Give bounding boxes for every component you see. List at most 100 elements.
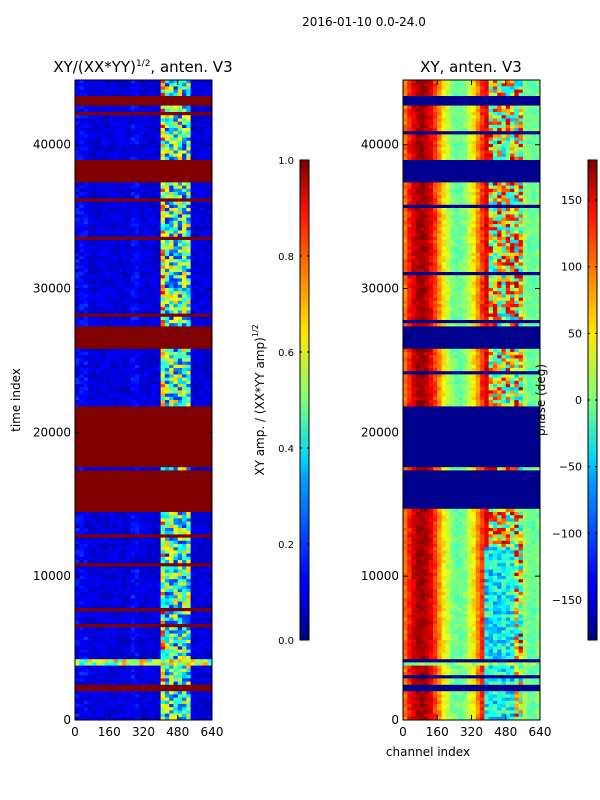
- heat-cell: [100, 649, 106, 654]
- heat-cell: [96, 240, 102, 244]
- heat-cell: [79, 211, 85, 215]
- heat-cell: [100, 252, 106, 257]
- heat-cell: [199, 675, 205, 679]
- heat-cell: [87, 585, 93, 590]
- heat-cell: [83, 710, 89, 715]
- heat-cell: [96, 550, 102, 555]
- heat-cell: [190, 80, 196, 84]
- heat-cell: [186, 716, 192, 720]
- heat-cell: [87, 659, 93, 663]
- heat-cell: [100, 646, 106, 651]
- heat-cell: [194, 531, 200, 535]
- heat-cell: [100, 524, 106, 529]
- heat-cell: [152, 217, 157, 222]
- heat-cell: [100, 588, 106, 593]
- heat-cell: [126, 659, 132, 663]
- heat-cell: [143, 310, 149, 315]
- heat-cell: [160, 89, 166, 94]
- heat-cell: [177, 320, 183, 324]
- heat-cell: [152, 240, 157, 244]
- heat-cell: [484, 112, 490, 116]
- heat-cell: [75, 240, 80, 244]
- heat-cell: [147, 268, 153, 273]
- heat-cell: [160, 153, 166, 158]
- heat-cell: [79, 556, 85, 561]
- heat-cell: [113, 105, 119, 110]
- heat-cell: [190, 307, 196, 311]
- heat-cell: [109, 678, 115, 683]
- heat-cell: [182, 288, 187, 292]
- heat-cell: [130, 265, 136, 270]
- heat-cell: [194, 652, 200, 657]
- heat-cell: [143, 569, 149, 574]
- heat-cell: [186, 185, 192, 190]
- heat-cell: [152, 147, 157, 151]
- heat-cell: [194, 601, 200, 606]
- heat-cell: [122, 544, 127, 548]
- heat-cell: [203, 192, 209, 196]
- heat-cell: [96, 716, 102, 720]
- heat-cell: [156, 227, 162, 231]
- heat-cell: [160, 553, 166, 558]
- heat-cell: [156, 601, 162, 606]
- heat-cell: [173, 307, 179, 311]
- heat-cell: [467, 115, 473, 119]
- heat-cell: [194, 614, 200, 619]
- heat-cell: [96, 252, 102, 257]
- heat-cell: [169, 243, 175, 247]
- heat-cell: [173, 249, 179, 254]
- heat-cell: [194, 265, 200, 270]
- heat-cell: [207, 592, 212, 596]
- heat-cell: [100, 316, 106, 321]
- heat-cell: [113, 291, 119, 295]
- heat-cell: [79, 380, 85, 385]
- heat-cell: [96, 467, 102, 471]
- heat-cell: [113, 374, 119, 379]
- heat-cell: [173, 156, 179, 161]
- heat-cell: [160, 518, 166, 523]
- heat-cell: [113, 592, 119, 596]
- heat-cell: [79, 716, 85, 720]
- heat-cell: [104, 134, 110, 139]
- heat-cell: [199, 598, 205, 603]
- heat-cell: [109, 403, 115, 407]
- heat-cell: [100, 371, 106, 375]
- heat-cell: [113, 547, 119, 551]
- heat-cell: [152, 144, 157, 148]
- heat-cell: [104, 316, 110, 321]
- heat-cell: [177, 204, 183, 209]
- heat-cell: [96, 598, 102, 603]
- heat-cell: [134, 188, 140, 193]
- heat-cell: [75, 515, 80, 519]
- heat-cell: [104, 217, 110, 222]
- heat-cell: [169, 380, 175, 385]
- heat-cell: [207, 105, 212, 110]
- heat-cell: [152, 294, 157, 299]
- heat-cell: [207, 220, 212, 225]
- heat-cell: [207, 707, 212, 711]
- heat-cell: [134, 400, 140, 404]
- heat-cell: [83, 659, 89, 663]
- heat-cell: [190, 396, 196, 401]
- heat-cell: [199, 252, 205, 257]
- heat-cell: [130, 150, 136, 155]
- heat-cell: [194, 240, 200, 244]
- heat-cell: [83, 713, 89, 718]
- heat-cell: [109, 617, 115, 622]
- heat-cell: [143, 240, 149, 244]
- heat-cell: [104, 691, 110, 695]
- heat-cell: [169, 515, 175, 519]
- heat-cell: [177, 630, 183, 635]
- heat-cell: [109, 691, 115, 695]
- heat-cell: [190, 275, 196, 279]
- heat-cell: [122, 659, 127, 663]
- heat-cell: [143, 217, 149, 222]
- heat-cell: [160, 582, 166, 587]
- heat-cell: [109, 524, 115, 529]
- heat-cell: [104, 348, 110, 353]
- heat-cell: [207, 678, 212, 683]
- heat-cell: [186, 566, 192, 571]
- heat-cell: [87, 515, 93, 519]
- heat-cell: [126, 140, 132, 145]
- heat-cell: [467, 108, 473, 113]
